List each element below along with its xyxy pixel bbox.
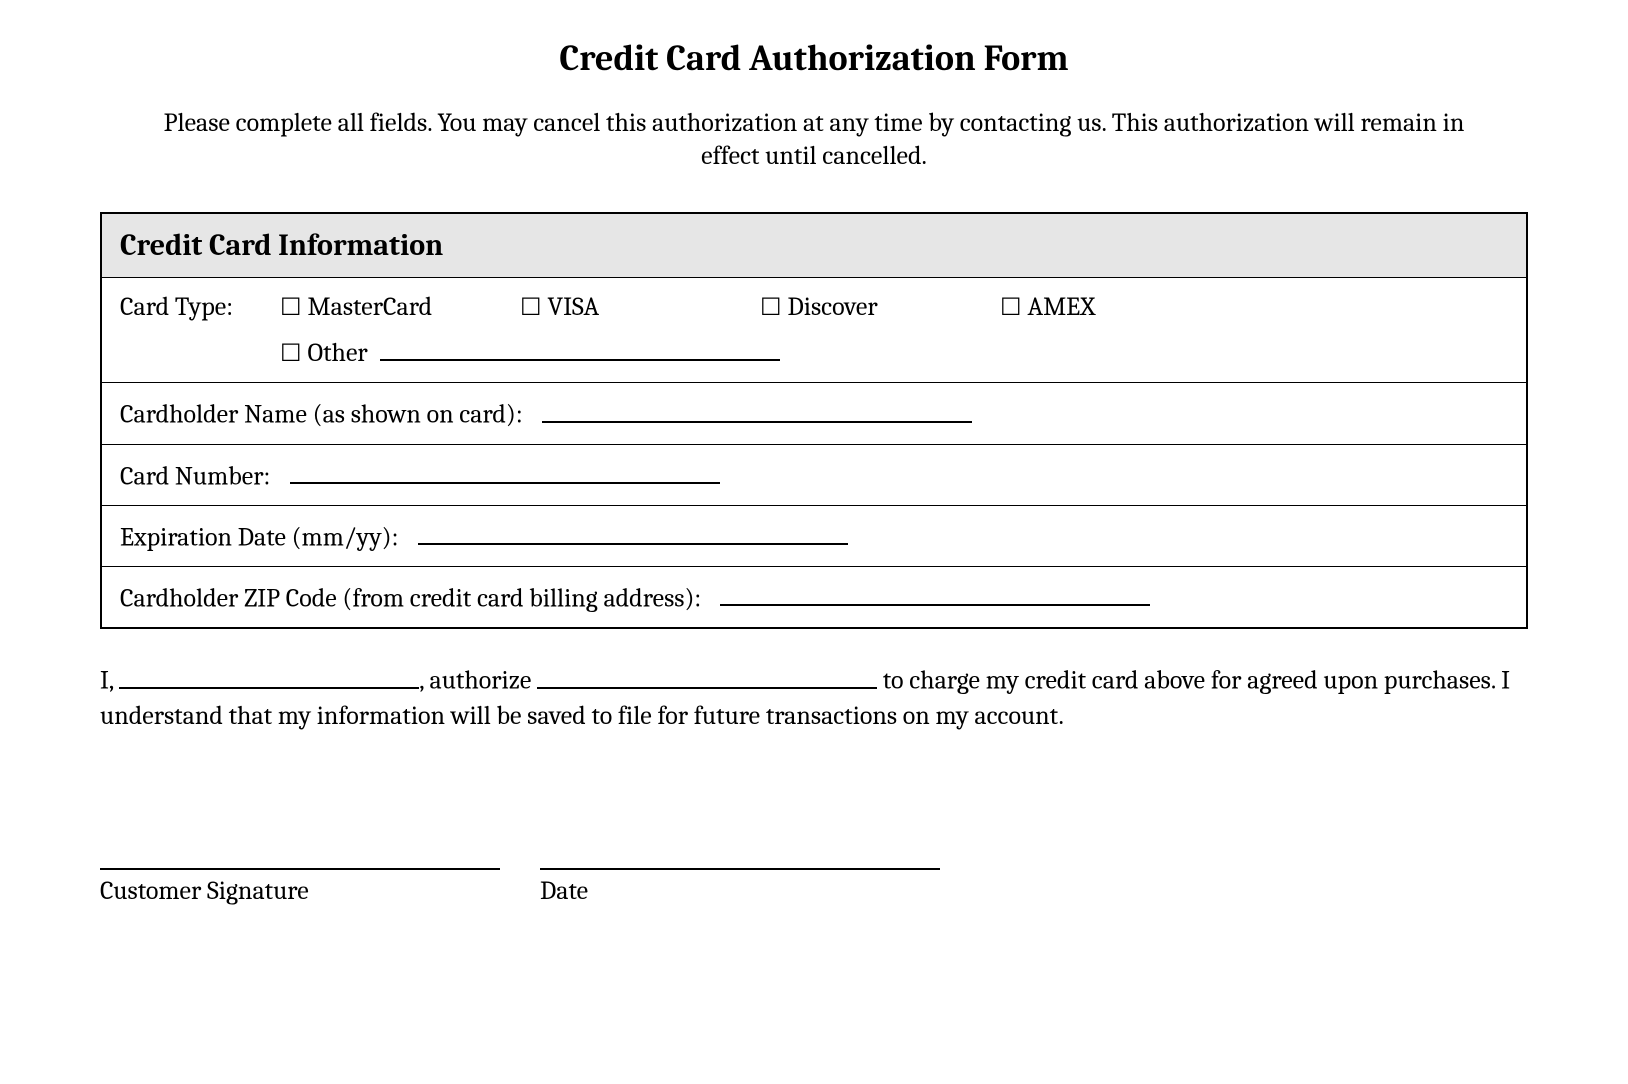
option-visa-label: VISA — [548, 292, 600, 322]
other-blank-line[interactable] — [380, 334, 780, 361]
credit-card-info-table: Credit Card Information Card Type: ☐ Mas… — [100, 212, 1528, 629]
date-column: Date — [540, 844, 980, 906]
cardholder-name-label: Cardholder Name (as shown on card): — [120, 400, 522, 430]
checkbox-icon: ☐ — [1000, 293, 1022, 321]
auth-name-blank[interactable] — [119, 661, 419, 688]
signature-line[interactable] — [100, 844, 500, 870]
card-number-label: Card Number: — [120, 461, 270, 491]
date-line[interactable] — [540, 844, 940, 870]
signature-column: Customer Signature — [100, 844, 540, 906]
option-other-label: Other — [308, 338, 368, 368]
auth-prefix: I, — [100, 666, 113, 696]
instructions-text: Please complete all fields. You may canc… — [140, 107, 1488, 172]
checkbox-icon: ☐ — [280, 339, 302, 367]
authorization-statement: I, , authorize to charge my credit card … — [100, 661, 1528, 733]
cardholder-name-blank[interactable] — [542, 395, 972, 422]
auth-mid1: , authorize — [419, 666, 531, 696]
option-other[interactable]: ☐ Other — [280, 338, 368, 368]
form-page: Credit Card Authorization Form Please co… — [0, 0, 1628, 966]
option-mastercard[interactable]: ☐ MasterCard — [280, 292, 520, 322]
option-discover[interactable]: ☐ Discover — [760, 292, 1000, 322]
zip-row: Cardholder ZIP Code (from credit card bi… — [102, 566, 1526, 627]
checkbox-icon: ☐ — [520, 293, 542, 321]
auth-merchant-blank[interactable] — [537, 661, 877, 688]
signature-label: Customer Signature — [100, 876, 540, 906]
zip-label: Cardholder ZIP Code (from credit card bi… — [120, 583, 701, 613]
date-label: Date — [540, 876, 980, 906]
option-discover-label: Discover — [788, 292, 878, 322]
section-header: Credit Card Information — [102, 214, 1526, 278]
zip-blank[interactable] — [720, 579, 1150, 606]
option-amex-label: AMEX — [1028, 292, 1096, 322]
form-title: Credit Card Authorization Form — [100, 38, 1528, 79]
signature-block: Customer Signature Date — [100, 844, 1528, 906]
cardholder-name-row: Cardholder Name (as shown on card): — [102, 382, 1526, 443]
checkbox-icon: ☐ — [280, 293, 302, 321]
card-number-row: Card Number: — [102, 444, 1526, 505]
card-type-row: Card Type: ☐ MasterCard ☐ VISA ☐ Discove… — [102, 278, 1526, 382]
option-visa[interactable]: ☐ VISA — [520, 292, 760, 322]
card-number-blank[interactable] — [290, 457, 720, 484]
option-amex[interactable]: ☐ AMEX — [1000, 292, 1095, 322]
option-mastercard-label: MasterCard — [308, 292, 433, 322]
card-type-label: Card Type: — [120, 292, 280, 322]
expiration-label: Expiration Date (mm/yy): — [120, 522, 398, 552]
expiration-blank[interactable] — [418, 518, 848, 545]
expiration-row: Expiration Date (mm/yy): — [102, 505, 1526, 566]
checkbox-icon: ☐ — [760, 293, 782, 321]
